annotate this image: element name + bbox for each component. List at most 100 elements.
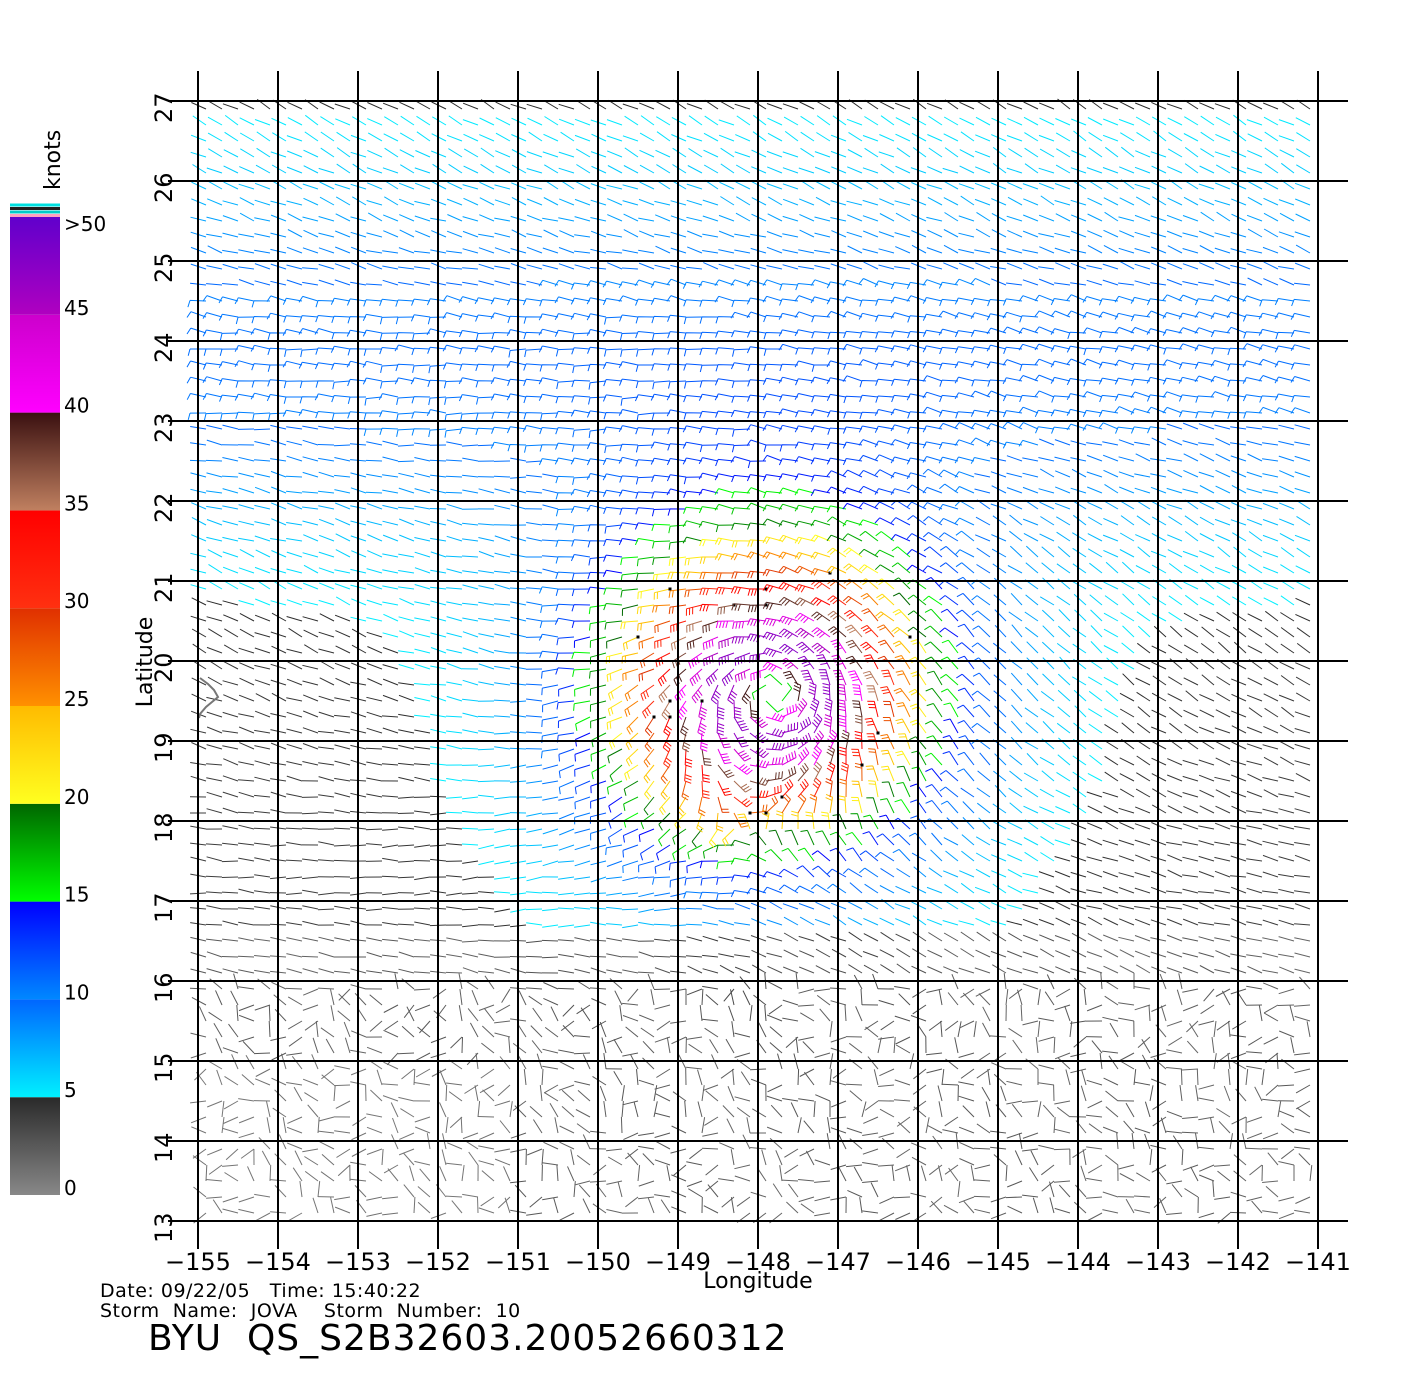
wind-barb: [731, 380, 751, 389]
wind-barb: [1039, 438, 1055, 446]
colorbar-tick-label: 30: [64, 589, 89, 613]
wind-barb: [523, 378, 543, 386]
wind-barb: [859, 850, 879, 862]
wind-barb: [446, 1162, 463, 1166]
wind-barb: [234, 360, 255, 367]
wind-barb: [879, 814, 895, 830]
wind-barb: [539, 427, 559, 435]
wind-barb: [1246, 872, 1263, 878]
wind-barb: [238, 183, 255, 190]
wind-barb: [1087, 1164, 1103, 1174]
wind-barb: [397, 860, 415, 863]
wind-barb: [683, 316, 703, 325]
wind-barb: [958, 248, 975, 254]
wind-barb: [985, 1101, 991, 1118]
wind-barb: [639, 181, 655, 190]
wind-barb: [403, 1004, 415, 1019]
wind-barb: [1134, 441, 1151, 446]
wind-barb: [1199, 533, 1215, 542]
wind-barb: [1120, 612, 1135, 622]
wind-barb: [603, 1101, 607, 1118]
wind-barb: [526, 103, 543, 110]
wind-barb: [765, 742, 785, 751]
wind-barb: [943, 966, 959, 974]
wind-barb: [205, 459, 223, 462]
wind-barb: [879, 1196, 895, 1205]
wind-barb: [906, 360, 927, 368]
wind-barb: [1039, 501, 1055, 510]
wind-barb: [878, 1132, 895, 1138]
wind-barb: [624, 684, 639, 702]
wind-barb: [878, 231, 895, 238]
wind-barb: [896, 1116, 911, 1127]
wind-barb: [824, 697, 833, 718]
wind-barb: [782, 903, 799, 910]
wind-barb: [626, 716, 639, 735]
wind-barb: [574, 732, 591, 747]
wind-barb: [734, 1096, 751, 1102]
wind-barb: [637, 588, 655, 600]
wind-barb: [618, 295, 639, 302]
wind-barb: [318, 841, 335, 846]
wind-barb: [606, 780, 623, 795]
wind-barb: [1200, 643, 1215, 654]
wind-barb: [576, 1004, 591, 1015]
wind-barb: [959, 1020, 975, 1029]
wind-barb: [1082, 1149, 1087, 1166]
wind-barb: [354, 1185, 367, 1198]
wind-barb: [1082, 409, 1103, 418]
wind-barb: [1294, 1146, 1311, 1150]
wind-barb: [865, 1026, 879, 1038]
wind-barb: [1295, 198, 1311, 206]
wind-barb: [337, 1164, 351, 1177]
wind-barb: [445, 1084, 448, 1102]
wind-barb: [433, 1010, 447, 1022]
wind-barb: [924, 720, 943, 734]
wind-barb: [1002, 410, 1023, 418]
wind-barb: [384, 1020, 399, 1031]
wind-barb: [239, 582, 255, 590]
longitude-tick-label: −151: [485, 1248, 551, 1276]
wind-barb: [606, 716, 623, 730]
wind-barb: [304, 1020, 319, 1031]
wind-barb: [1022, 183, 1039, 190]
wind-barb: [1034, 294, 1055, 302]
wind-barb: [240, 148, 255, 158]
wind-barb: [1134, 872, 1151, 878]
wind-barb: [1264, 147, 1279, 158]
wind-barb: [471, 990, 479, 1006]
wind-barb: [399, 518, 415, 526]
wind-barb: [414, 825, 431, 830]
wind-barb: [302, 937, 319, 942]
wind-barb: [1279, 661, 1295, 670]
wind-barb: [1182, 248, 1199, 254]
wind-barb: [971, 690, 991, 702]
wind-barb: [1007, 501, 1023, 510]
wind-barb: [463, 133, 479, 142]
wind-barb: [542, 796, 559, 801]
wind-barb: [715, 330, 735, 338]
wind-barb: [206, 616, 223, 622]
wind-barb: [926, 1068, 943, 1074]
wind-barb: [540, 604, 559, 613]
wind-barb: [602, 329, 623, 337]
wind-barb: [507, 378, 527, 386]
wind-barb: [320, 116, 335, 126]
wind-barb: [544, 116, 559, 126]
wind-barb: [414, 1116, 431, 1123]
wind-barb: [624, 764, 639, 781]
wind-barb: [943, 262, 959, 270]
wind-barb: [1114, 345, 1135, 353]
wind-barb: [992, 964, 1007, 974]
wind-barb: [219, 348, 239, 357]
wind-barb: [491, 364, 511, 372]
wind-barb: [954, 330, 975, 338]
wind-barb: [1198, 936, 1215, 942]
wind-barb: [1246, 921, 1263, 926]
wind-barb: [1010, 672, 1023, 686]
wind-barb: [705, 668, 719, 687]
wind-barb: [529, 1106, 543, 1118]
wind-barb: [622, 668, 639, 681]
wind-barb: [975, 534, 991, 542]
wind-barb: [1007, 1205, 1023, 1214]
